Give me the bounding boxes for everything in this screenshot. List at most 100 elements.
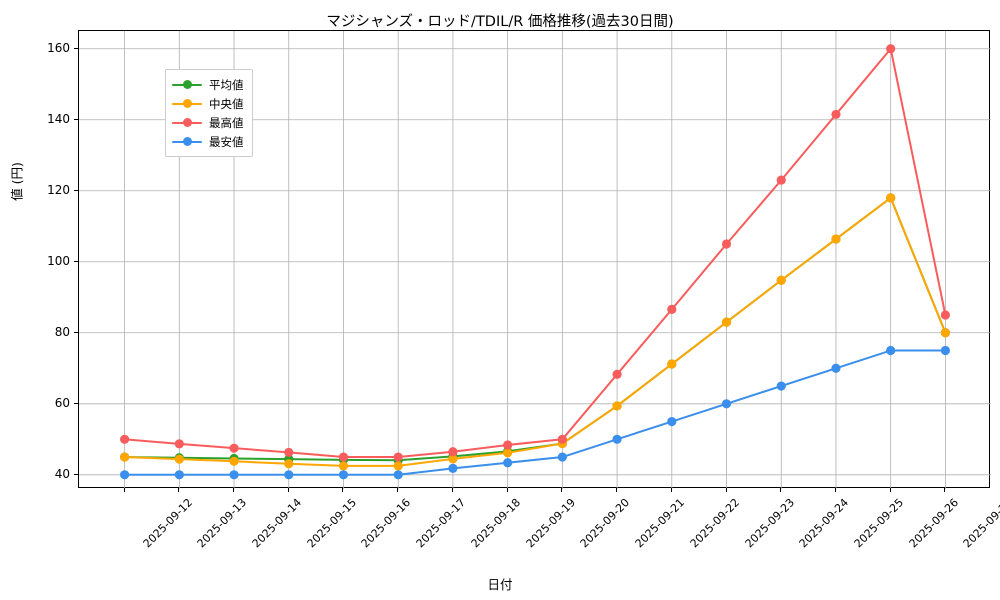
data-point (776, 175, 786, 185)
y-tick-label: 80 (54, 324, 70, 339)
x-tick-label: 2025-09-23 (742, 496, 797, 551)
data-series-layer (120, 44, 951, 480)
x-tick-mark (506, 488, 508, 492)
x-tick-mark (834, 488, 836, 492)
data-point (831, 363, 841, 373)
legend-marker-icon (172, 97, 202, 111)
x-tick-mark (561, 488, 563, 492)
x-tick-label: 2025-09-25 (851, 496, 907, 551)
x-tick-mark (944, 488, 946, 492)
legend-item-2[interactable]: 中央値 (172, 94, 244, 113)
x-tick-mark (342, 488, 344, 492)
data-point (503, 458, 513, 468)
y-tick-label: 40 (54, 466, 70, 481)
x-tick-label: 2025-09-24 (796, 496, 852, 551)
legend-item-1[interactable]: 平均値 (172, 75, 244, 94)
series-3 (120, 44, 951, 462)
data-point (831, 109, 841, 120)
x-tick-label: 2025-09-22 (687, 496, 742, 551)
data-point (721, 317, 732, 327)
x-tick-label: 2025-09-18 (468, 496, 524, 551)
x-tick-mark (889, 488, 891, 492)
y-tick-mark (74, 47, 78, 49)
x-tick-mark (123, 488, 125, 492)
x-tick-label: 2025-09-12 (140, 496, 195, 551)
x-tick-label: 2025-09-27 (961, 496, 1000, 551)
data-point (229, 456, 239, 466)
data-point (886, 345, 896, 356)
data-point (940, 345, 951, 356)
x-tick-mark (616, 488, 618, 492)
series-2 (120, 193, 951, 471)
data-point (229, 470, 239, 480)
x-tick-label: 2025-09-26 (906, 496, 961, 551)
x-tick-label: 2025-09-14 (249, 496, 305, 551)
data-point (174, 470, 184, 480)
legend-label: 最高値 (209, 115, 244, 130)
data-point (776, 275, 786, 285)
x-tick-label: 2025-09-15 (304, 496, 359, 551)
x-tick-label: 2025-09-13 (195, 496, 250, 551)
x-tick-mark (178, 488, 180, 492)
chart-legend[interactable]: 平均値中央値最高値最安値 (165, 69, 253, 157)
data-point (284, 459, 294, 469)
x-tick-mark (287, 488, 289, 492)
y-axis-tick-labels: 40 60 80 100 120 140 160 (8, 30, 70, 488)
data-point (393, 470, 403, 480)
data-point (448, 454, 458, 464)
data-point (776, 381, 786, 391)
y-tick-mark (74, 331, 78, 333)
data-point (229, 443, 239, 453)
data-point (831, 234, 841, 244)
x-tick-label: 2025-09-19 (523, 496, 578, 551)
data-point (448, 447, 458, 457)
y-tick-mark (74, 118, 78, 120)
y-tick-label: 140 (47, 111, 70, 126)
data-point (557, 434, 567, 444)
legend-label: 中央値 (209, 96, 244, 111)
x-tick-mark (451, 488, 453, 492)
y-tick-mark (74, 402, 78, 404)
data-point (338, 470, 349, 480)
plot-area: 平均値中央値最高値最安値 (78, 30, 991, 489)
series-4 (120, 345, 951, 480)
legend-label: 最安値 (209, 134, 244, 149)
data-point (120, 452, 130, 462)
y-tick-label: 100 (47, 253, 70, 268)
legend-item-3[interactable]: 最高値 (172, 113, 244, 132)
data-point (886, 44, 896, 54)
data-point (667, 304, 677, 314)
y-tick-label: 60 (54, 395, 70, 410)
data-point (721, 239, 732, 249)
data-point (667, 359, 677, 369)
chart-title: マジシャンズ・ロッド/TDIL/R 価格推移(過去30日間) (326, 14, 674, 30)
series-1 (120, 193, 951, 465)
data-point (940, 328, 951, 338)
legend-marker-icon (172, 78, 202, 92)
legend-marker-icon (172, 135, 202, 149)
data-point (448, 463, 458, 474)
x-tick-mark (233, 488, 235, 492)
data-point (174, 439, 184, 449)
data-point (120, 434, 130, 444)
data-point (393, 452, 403, 462)
data-point (284, 447, 294, 458)
y-tick-label: 120 (47, 182, 70, 197)
data-point (338, 452, 349, 462)
y-tick-mark (74, 260, 78, 262)
data-point (503, 440, 513, 450)
x-axis-tick-labels: 2025-09-12 2025-09-13 2025-09-14 2025-09-15… (78, 488, 1000, 578)
x-tick-label: 2025-09-17 (413, 496, 469, 551)
y-tick-mark (74, 473, 78, 475)
x-tick-mark (670, 488, 672, 492)
y-tick-mark (74, 189, 78, 191)
legend-item-4[interactable]: 最安値 (172, 132, 244, 151)
data-point (612, 401, 622, 411)
x-axis-label: 日付 (487, 577, 513, 592)
data-point (284, 470, 294, 480)
data-point (393, 461, 403, 471)
data-point (174, 454, 184, 464)
data-point (503, 448, 513, 458)
x-tick-mark (397, 488, 399, 492)
